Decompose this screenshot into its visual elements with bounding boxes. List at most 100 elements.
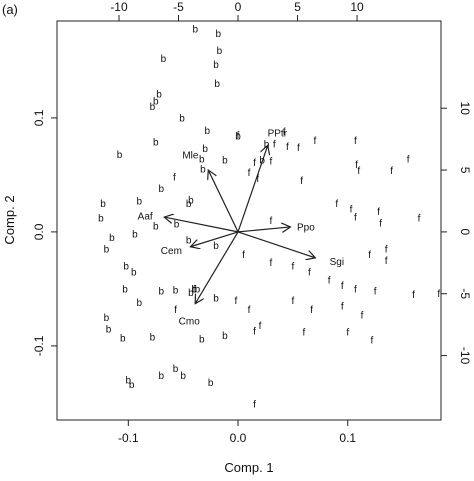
point-f: f (270, 216, 273, 227)
point-f: f (248, 305, 251, 316)
point-f: f (256, 174, 259, 185)
point-f: f (361, 311, 364, 322)
loading-label-sgi: Sgi (330, 257, 344, 268)
x-tick-label: 0.0 (230, 431, 247, 445)
point-b: b (186, 235, 192, 246)
point-b: b (106, 324, 112, 335)
point-f: f (390, 166, 393, 177)
point-f: f (283, 127, 286, 138)
point-b: b (137, 197, 143, 208)
point-b: b (213, 60, 219, 71)
loading-label-aaf: Aaf (138, 211, 153, 222)
point-b: b (153, 96, 159, 107)
point-b: b (235, 132, 241, 143)
point-f: f (355, 160, 358, 171)
point-b: b (191, 284, 197, 295)
point-f: f (237, 131, 240, 142)
point-b: b (131, 267, 137, 278)
loading-arrow-aaf (164, 217, 239, 233)
point-f: f (412, 290, 415, 301)
loading-arrow-ppo (237, 227, 290, 232)
point-f: f (354, 136, 357, 147)
point-f: f (302, 328, 305, 339)
x-axis-title: Comp. 1 (224, 460, 273, 475)
point-b: b (208, 378, 214, 389)
point-b: b (264, 140, 270, 151)
point-b: b (195, 284, 201, 295)
point-b: b (122, 284, 128, 295)
point-f: f (308, 267, 311, 278)
point-b: b (117, 150, 123, 161)
point-f: f (385, 256, 388, 267)
right-tick-label: 0 (458, 229, 472, 236)
point-b: b (188, 288, 194, 299)
point-b: b (104, 313, 110, 324)
point-f: f (259, 321, 262, 332)
point-f: f (377, 207, 380, 218)
y-tick-label: 0.1 (32, 109, 46, 126)
point-b: b (179, 113, 185, 124)
point-f: f (253, 327, 256, 338)
point-b: b (259, 156, 265, 167)
point-b: b (123, 262, 129, 273)
point-f: f (328, 275, 331, 286)
point-f: f (286, 142, 289, 153)
loading-label-pptr: PPtr (268, 128, 288, 139)
y-tick-label: 0.0 (32, 223, 46, 240)
point-f: f (354, 284, 357, 295)
point-f: f (310, 305, 313, 316)
point-b: b (161, 54, 167, 65)
loading-arrow-cmo (195, 231, 239, 304)
point-f: f (291, 296, 294, 307)
point-b: b (199, 335, 205, 346)
loading-arrow-cem (190, 231, 239, 247)
point-b: b (109, 233, 115, 244)
point-b: b (150, 102, 156, 113)
point-f: f (374, 287, 377, 298)
point-b: b (153, 222, 159, 233)
point-f: f (297, 143, 300, 154)
point-b: b (213, 294, 219, 305)
point-f: f (354, 213, 357, 224)
point-f: f (193, 284, 196, 295)
point-f: f (357, 166, 360, 177)
right-tick-label: 10 (458, 102, 472, 116)
point-b: b (180, 371, 186, 382)
point-f: f (173, 173, 176, 184)
point-b: b (158, 371, 164, 382)
y-axis-title: Comp. 2 (2, 195, 17, 244)
point-b: b (158, 184, 164, 195)
top-tick-label: 0 (235, 0, 242, 14)
point-f: f (253, 400, 256, 411)
point-f: f (313, 136, 316, 147)
point-f: f (242, 250, 245, 261)
x-tick-label: 0.1 (339, 431, 356, 445)
point-b: b (129, 380, 135, 391)
loading-label-ppo: Ppo (297, 222, 315, 233)
point-b: b (132, 230, 138, 241)
point-b: b (173, 364, 179, 375)
y-tick-label: -0.1 (32, 335, 46, 356)
loading-label-mle: Mle (182, 151, 199, 162)
top-tick-label: -5 (173, 0, 184, 14)
point-b: b (214, 79, 220, 90)
point-f: f (385, 245, 388, 256)
point-b: b (200, 165, 206, 176)
point-b: b (158, 287, 164, 298)
point-b: b (126, 376, 132, 387)
right-tick-label: 5 (458, 167, 472, 174)
point-b: b (188, 195, 194, 206)
plot-frame (56, 20, 442, 421)
panel-label: (a) (2, 2, 18, 17)
point-b: b (222, 156, 228, 167)
point-f: f (341, 281, 344, 292)
point-b: b (213, 241, 219, 252)
point-b: b (137, 298, 143, 309)
point-f: f (174, 305, 177, 316)
point-f: f (273, 140, 276, 151)
loading-label-cem: Cem (161, 246, 182, 257)
point-f: f (370, 336, 373, 347)
right-tick-label: -10 (458, 347, 472, 365)
